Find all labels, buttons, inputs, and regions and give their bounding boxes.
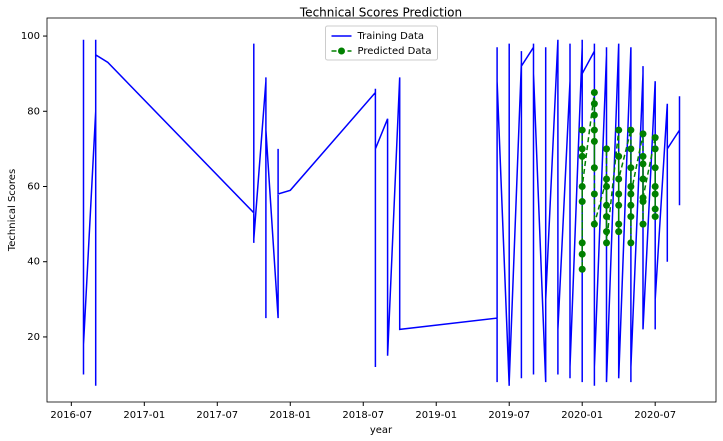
data-point [578, 126, 586, 134]
data-point [627, 239, 635, 247]
plot-frame [46, 17, 717, 403]
data-point [651, 205, 659, 213]
x-tick-label: 2020-01 [561, 410, 603, 421]
data-point [627, 145, 635, 153]
data-point [590, 220, 598, 228]
data-point [603, 175, 611, 183]
x-tick-label: 2017-01 [123, 410, 165, 421]
legend-label: Training Data [357, 31, 425, 42]
y-tick-label: 80 [27, 106, 40, 117]
y-tick-label: 100 [21, 31, 40, 42]
x-tick-label: 2018-07 [342, 410, 384, 421]
series-line [581, 92, 656, 270]
data-point [578, 265, 586, 273]
data-point [615, 201, 623, 209]
chart-title: Technical Scores Prediction [299, 6, 462, 20]
data-point [639, 175, 647, 183]
data-point [603, 182, 611, 190]
data-point [639, 194, 647, 202]
data-point [590, 88, 598, 96]
data-point [578, 250, 586, 258]
x-axis-label: year [370, 425, 393, 436]
x-tick-label: 2020-07 [634, 410, 676, 421]
legend-label: Predicted Data [358, 46, 432, 57]
data-point [651, 145, 659, 153]
x-tick-label: 2016-07 [50, 410, 92, 421]
data-point [615, 228, 623, 236]
data-point [590, 164, 598, 172]
data-point [627, 213, 635, 221]
y-tick-label: 60 [27, 181, 40, 192]
data-point [651, 213, 659, 221]
data-point [627, 164, 635, 172]
data-point [639, 160, 647, 168]
data-point [603, 228, 611, 236]
data-point [639, 130, 647, 138]
data-point [627, 201, 635, 209]
data-point [603, 213, 611, 221]
legend-marker [338, 47, 345, 55]
x-tick-label: 2017-07 [196, 410, 238, 421]
data-point [615, 126, 623, 134]
data-point [615, 175, 623, 183]
x-tick-label: 2019-07 [488, 410, 530, 421]
data-point [651, 164, 659, 172]
y-tick-label: 20 [27, 332, 40, 343]
data-point [651, 134, 659, 142]
data-point [615, 220, 623, 228]
y-axis-label: Technical Scores [7, 169, 18, 252]
data-point [603, 201, 611, 209]
data-point [578, 152, 586, 160]
data-point [603, 239, 611, 247]
data-point [627, 126, 635, 134]
x-tick-label: 2018-01 [269, 410, 311, 421]
data-point [590, 190, 598, 198]
data-point [578, 198, 586, 206]
legend-box [325, 25, 438, 61]
data-point [651, 190, 659, 198]
data-point [639, 220, 647, 228]
data-point [590, 137, 598, 145]
data-point [603, 145, 611, 153]
x-tick-label: 2019-01 [415, 410, 457, 421]
data-point [651, 182, 659, 190]
data-point [590, 111, 598, 119]
data-point [590, 100, 598, 108]
data-point [578, 145, 586, 153]
data-point [590, 126, 598, 134]
series-line [82, 39, 681, 386]
data-point [578, 182, 586, 190]
data-point [578, 239, 586, 247]
y-tick-label: 40 [27, 257, 40, 268]
data-point [615, 152, 623, 160]
data-point [615, 190, 623, 198]
data-point [639, 152, 647, 160]
data-point [627, 190, 635, 198]
data-point [627, 182, 635, 190]
